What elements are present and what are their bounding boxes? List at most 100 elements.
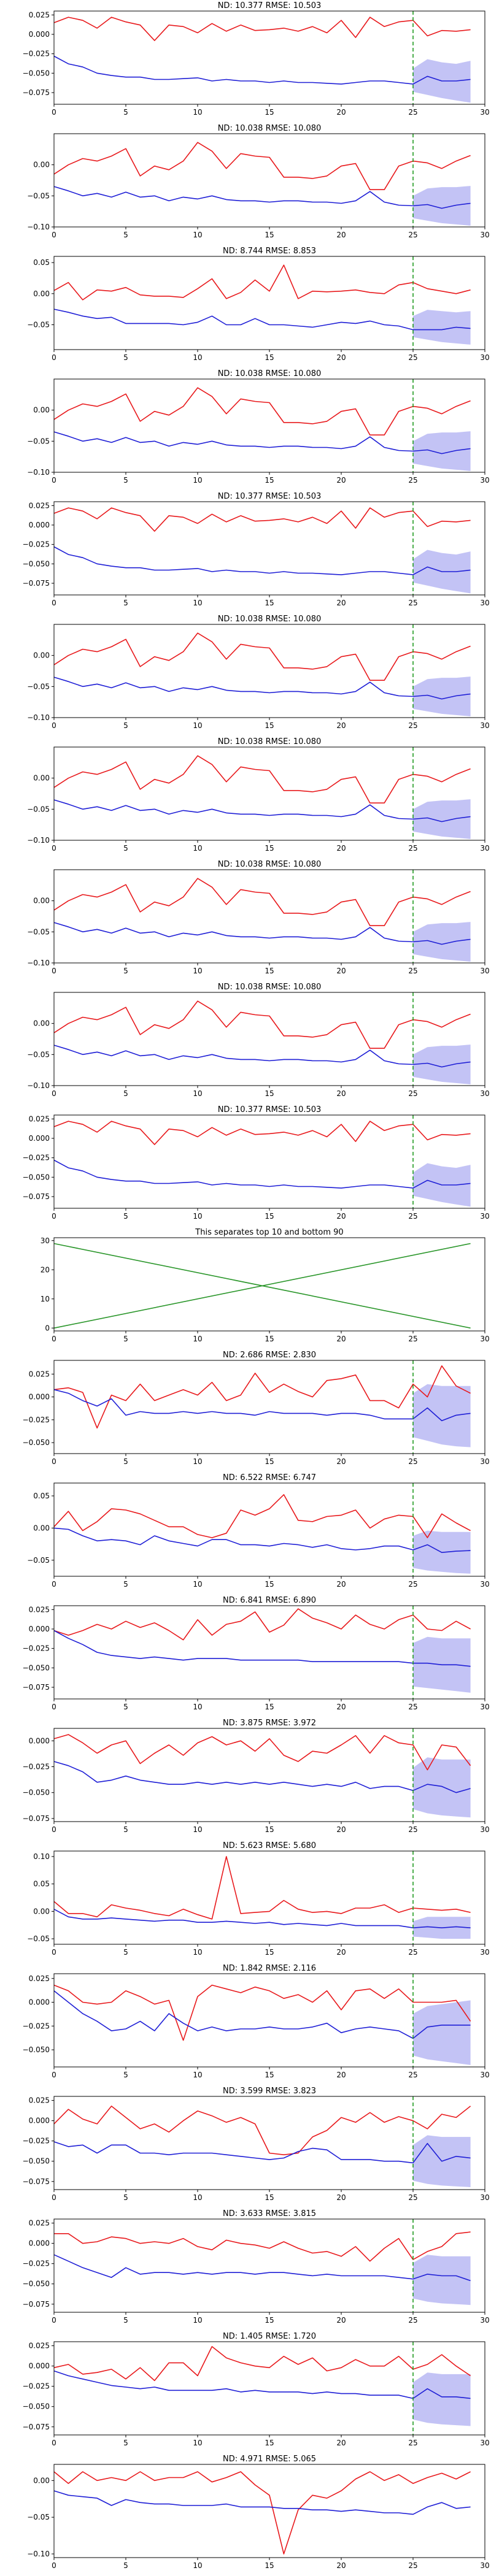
y-tick-label: 0.025 [29,501,50,510]
x-tick-label: 20 [336,844,346,853]
y-tick-label: −0.10 [27,468,50,477]
x-tick-label: 20 [336,1457,346,1466]
x-tick-label: 10 [193,2561,202,2570]
x-tick-label: 30 [480,844,489,853]
x-tick-label: 20 [336,2561,346,2570]
y-tick-label: −0.025 [23,2382,50,2391]
y-tick-label: 20 [41,1265,50,1274]
y-tick-label: −0.10 [27,836,50,845]
chart-panel-3: ND: 8.744 RMSE: 8.853 0 5 10 15 20 25 30 −0.05 0.… [27,247,489,362]
y-tick-label: 0.025 [29,10,50,19]
x-tick-label: 15 [265,967,274,975]
x-tick-label: 5 [123,1089,128,1098]
x-tick-label: 20 [336,1089,346,1098]
prediction-interval-band [413,2000,471,2065]
x-tick-label: 10 [193,2439,202,2447]
y-tick-label: 10 [41,1295,50,1303]
x-tick-label: 15 [265,721,274,730]
series-line-2 [53,2141,471,2164]
y-tick-label: 0.000 [29,1134,50,1143]
x-tick-label: 15 [265,2193,274,2202]
y-tick-label: −0.025 [23,50,50,58]
x-tick-label: 20 [336,967,346,975]
x-tick-label: 5 [123,1457,128,1466]
chart-title: ND: 5.623 RMSE: 5.680 [223,1841,316,1850]
x-tick-label: 25 [408,1948,417,1957]
series-line-2 [53,431,471,454]
series-line-2 [53,1389,471,1422]
chart-title: ND: 3.599 RMSE: 3.823 [223,2087,316,2096]
y-tick-label: 0.10 [33,1852,50,1861]
y-tick-label: −0.10 [27,1081,50,1090]
y-tick-label: 0.00 [33,774,50,783]
chart-title: ND: 10.377 RMSE: 10.503 [218,1,322,10]
prediction-interval-band [413,799,471,839]
x-tick-label: 0 [52,2561,56,2570]
chart-title: ND: 8.744 RMSE: 8.853 [223,247,316,256]
y-tick-label: −0.075 [23,2423,50,2431]
series-line-2 [53,2490,471,2515]
x-tick-label: 0 [52,2439,56,2447]
x-tick-label: 30 [480,1580,489,1589]
series-line-2 [53,546,471,575]
series-line-1 [53,755,471,803]
series-line-2 [53,1159,471,1189]
x-tick-label: 15 [265,2316,274,2325]
prediction-interval-band [413,310,471,345]
x-tick-label: 30 [480,1335,489,1343]
x-tick-label: 25 [408,599,417,607]
y-tick-label: 0.025 [29,2219,50,2228]
x-tick-label: 0 [52,1335,56,1343]
x-tick-label: 20 [336,2071,346,2079]
x-tick-label: 5 [123,1948,128,1957]
y-tick-label: −0.075 [23,2300,50,2309]
x-tick-label: 30 [480,1212,489,1221]
series-line-1 [53,2106,471,2155]
series-line-1 [53,2346,471,2382]
y-tick-label: −0.050 [23,2045,50,2054]
x-tick-label: 25 [408,2071,417,2079]
chart-panel-17: ND: 1.842 RMSE: 2.116 0 5 10 15 20 25 30 −0.050 −… [23,1964,490,2079]
y-tick-label: −0.05 [27,682,50,691]
x-tick-label: 30 [480,721,489,730]
chart-panel-19: ND: 3.633 RMSE: 3.815 0 5 10 15 20 25 30 −0.075 −… [23,2209,490,2325]
x-tick-label: 20 [336,2193,346,2202]
series-line-2 [53,309,471,331]
prediction-interval-band [413,431,471,471]
x-tick-label: 20 [336,1948,346,1957]
chart-title: ND: 10.038 RMSE: 10.080 [218,615,322,624]
chart-panel-20: ND: 1.405 RMSE: 1.720 0 5 10 15 20 25 30 −0.075 −… [23,2332,490,2447]
x-tick-label: 30 [480,1703,489,1711]
series-line-1 [53,1984,471,2041]
x-tick-label: 30 [480,2071,489,2079]
y-tick-label: −0.025 [23,540,50,549]
y-tick-label: 0.05 [33,1492,50,1500]
chart-title: ND: 2.686 RMSE: 2.830 [223,1351,316,1360]
prediction-interval-band [413,2255,471,2306]
x-tick-label: 25 [408,721,417,730]
x-tick-label: 15 [265,353,274,362]
x-tick-label: 30 [480,1457,489,1466]
series-line-1 [53,878,471,926]
y-tick-label: −0.05 [27,1934,50,1943]
x-tick-label: 10 [193,1089,202,1098]
x-tick-label: 0 [52,231,56,239]
x-tick-label: 20 [336,721,346,730]
y-tick-label: −0.075 [23,2177,50,2186]
chart-panel-15: ND: 3.875 RMSE: 3.972 0 5 10 15 20 25 30 −0.075 −… [23,1719,490,1834]
series-line-1 [53,1608,471,1641]
y-tick-label: −0.050 [23,1788,50,1797]
series-line-1 [53,2471,471,2555]
series-line-1 [53,507,471,532]
x-tick-label: 0 [52,721,56,730]
x-tick-label: 30 [480,2316,489,2325]
chart-title: ND: 10.038 RMSE: 10.080 [218,369,322,378]
y-tick-label: 0.025 [29,1605,50,1614]
x-tick-label: 10 [193,231,202,239]
y-tick-label: 0.025 [29,2342,50,2350]
x-tick-label: 10 [193,721,202,730]
chart-panel-14: ND: 6.841 RMSE: 6.890 0 5 10 15 20 25 30 −0.075 −… [23,1596,490,1711]
x-tick-label: 15 [265,476,274,485]
x-tick-label: 0 [52,476,56,485]
chart-title: ND: 1.405 RMSE: 1.720 [223,2332,316,2341]
